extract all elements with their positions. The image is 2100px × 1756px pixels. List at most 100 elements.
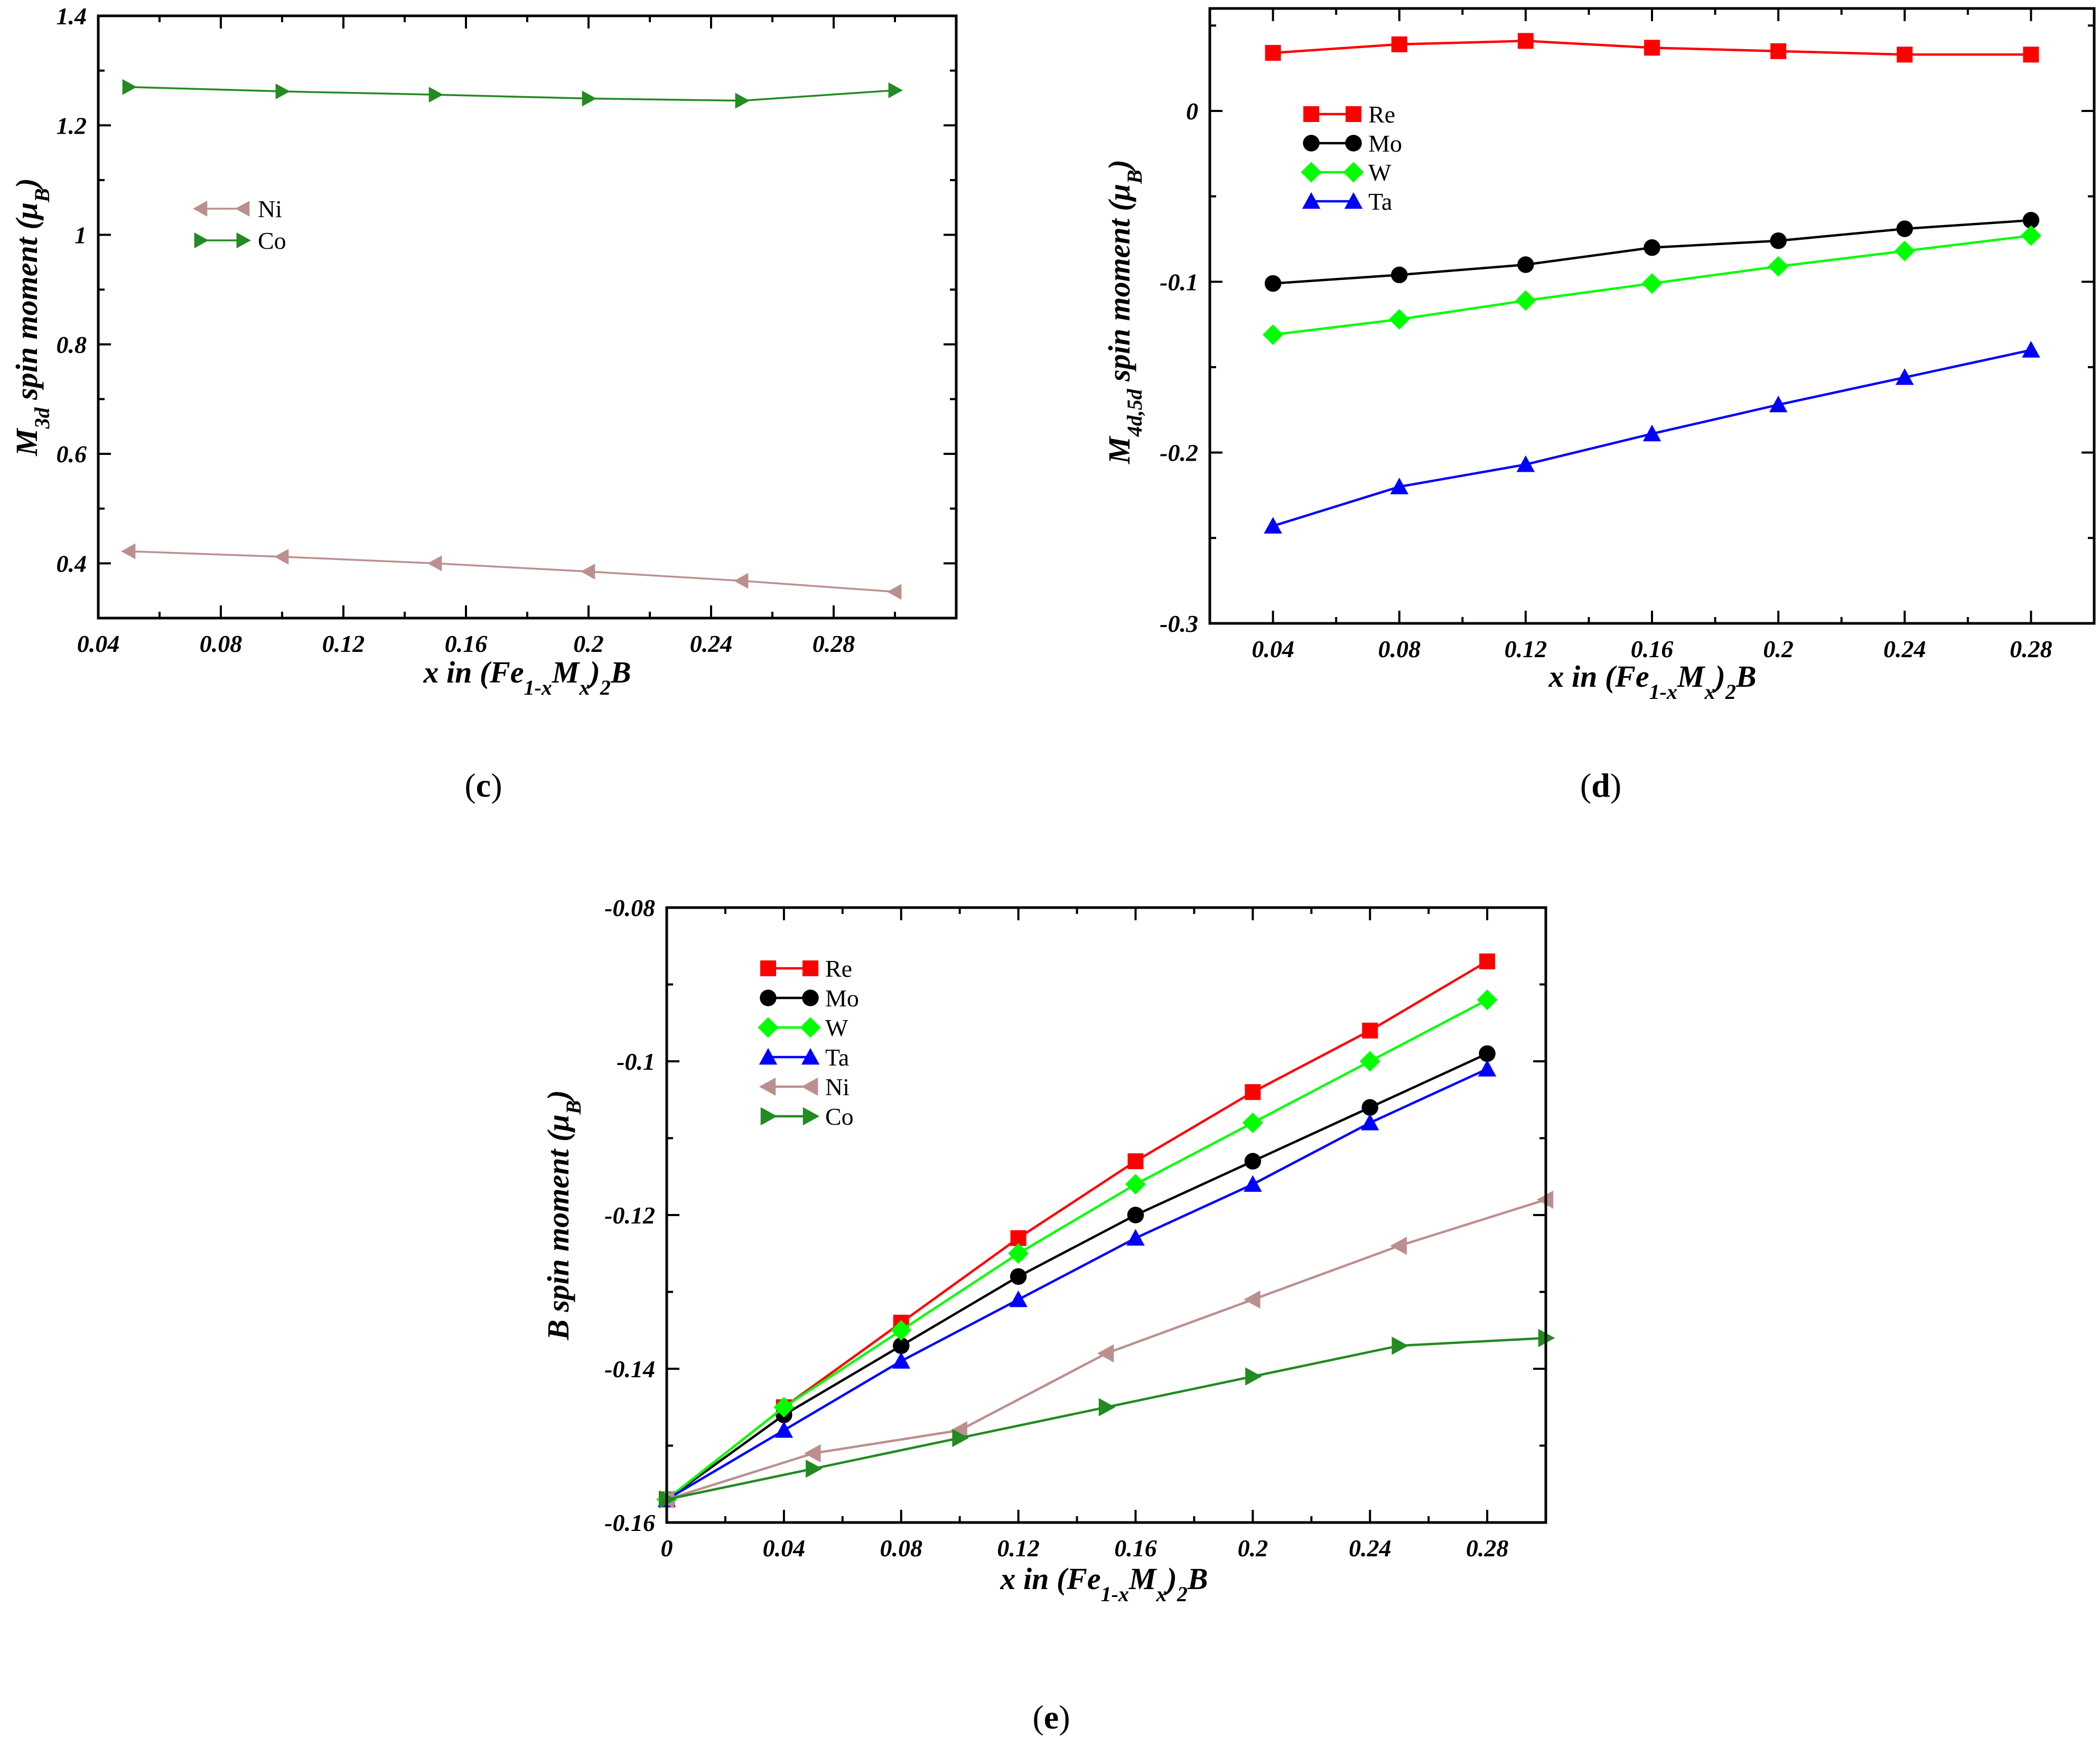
panel-c-legend: Ni Co [193,195,286,254]
panel-e-point-mo [1244,1153,1262,1170]
panel-d-x-tick-label: 0.24 [1883,636,1926,662]
panel-d-legend-marker-ta [1302,192,1321,209]
panel-e-point-ta [1244,1175,1262,1192]
panel-e-legend-marker-ni [759,1077,776,1096]
panel-c-point-co [275,83,290,99]
panel-c-point-ni [887,584,902,600]
panel-e-point-ta [1126,1229,1145,1246]
panel-e-point-ta [774,1421,794,1438]
panel-c-point-co [735,92,750,109]
panel-d-point-ta [2022,341,2040,358]
panel-d-legend-label-ta: Ta [1368,188,1392,215]
panel-d-y-axis-label: M4d,5d spin moment (μB) [1102,160,1146,464]
panel-c-series-line-co [128,86,895,102]
panel-e-y-tick-label: -0.12 [604,1202,655,1229]
panel-e-point-ta [892,1352,910,1369]
panel-c-point-co [582,90,596,107]
panel-e-point-re [1479,953,1496,969]
panel-d-point-ta [1390,478,1408,494]
panel-e-series-line-w [666,998,1488,1501]
panel-e-point-ta [1478,1060,1497,1077]
panel-e-data [656,953,1555,1510]
panel-d-point-w [1768,256,1789,277]
panel-c-y-tick-label: 0.4 [57,550,87,577]
panel-e-point-w [1359,1051,1380,1072]
panel-e-y-tick-label: -0.16 [604,1509,655,1536]
panel-d-point-re [2023,46,2039,63]
panel-d-point-w [1263,324,1284,345]
panel-e-point-re [1127,1153,1144,1170]
panel-e-point-ta [1360,1114,1379,1131]
panel-c-y-tick-label: 1.2 [57,112,87,139]
panel-e-label: (e) [1032,1698,1070,1736]
panel-d-x-tick-label: 0.28 [2010,636,2052,662]
panel-d-point-w [1515,290,1536,311]
panel-e-legend-label-mo: Mo [825,985,859,1012]
panel-e-x-tick-label: 0.04 [763,1535,806,1562]
panel-e-y-tick-label: -0.08 [604,894,655,921]
panel-c-x-tick-label: 0.28 [813,630,855,657]
panel-e-legend-marker-mo [760,989,777,1006]
panel-d-legend-marker-re [1346,106,1361,122]
panel-c-x-axis-label: x in (Fe1-xMx)2B [423,655,631,699]
panel-d-legend-label-re: Re [1368,101,1395,128]
panel-d-point-re [1517,33,1534,49]
panel-e-point-co [806,1459,823,1478]
panel-d-ticks: 0.04 0.08 0.12 0.16 0.2 0.24 0.28 0 -0.1 -0.2 -0.3 [1160,8,2095,662]
panel-d-legend-marker-re [1303,106,1319,122]
panel-d-data [1263,33,2041,534]
panel-d-point-w [1894,240,1915,261]
panel-d-point-ta [1896,368,1914,385]
panel-d-point-ta [1516,455,1535,472]
panel-d-legend-label-mo: Mo [1368,130,1402,157]
panel-c-y-tick-label: 1.4 [57,3,87,30]
panel-e-x-tick-label: 0.24 [1349,1535,1392,1562]
panel-e-legend-label-re: Re [825,955,852,982]
panel-e-legend-marker-w [800,1017,821,1038]
panel-e-point-w [773,1397,795,1418]
panel-d-legend-label-w: W [1368,159,1392,186]
panel-e-point-co [952,1428,969,1447]
panel-e-point-mo [1479,1045,1496,1062]
panel-d-y-tick-label: -0.1 [1160,268,1198,295]
panel-d-point-re [1897,46,1913,63]
panel-c-y-tick-label: 0.8 [57,331,87,358]
panel-c-x-tick-label: 0.04 [77,630,120,657]
panel-c-plot-frame [97,14,958,620]
panel-e-point-w [891,1320,912,1341]
panel-c-legend-label-co: Co [258,227,286,254]
panel-e-x-tick-label: 0.28 [1466,1535,1509,1562]
panel-e-point-mo [1127,1207,1144,1223]
panel-c-point-ni [734,573,749,589]
panel-e-point-w [1477,989,1498,1011]
chart-panel-c: 0.04 0.08 0.12 0.16 0.2 0.24 0.28 0.4 0.6 0.8 1 1.2… [10,3,958,804]
panel-c-x-tick-label: 0.08 [200,630,242,657]
panel-c-point-ni [121,543,136,559]
panel-d-point-ta [1642,424,1662,442]
panel-d-point-re [1265,45,1281,61]
panel-d-legend-marker-w [1301,162,1322,183]
panel-d-point-re [1644,40,1660,56]
panel-e-legend-marker-co [802,1107,820,1126]
panel-e-legend-marker-ta [801,1048,820,1065]
panel-d-y-tick-label: 0 [1186,98,1198,125]
panel-d-point-mo [1264,275,1282,292]
panel-c-legend-marker-ni [193,201,208,217]
panel-e-legend-label-ta: Ta [825,1044,849,1071]
panel-e-point-re [1245,1084,1261,1100]
panel-c-point-co [428,87,443,103]
panel-e-point-ta [1009,1290,1028,1307]
panel-e-legend-label-w: W [825,1014,848,1041]
panel-d-legend-marker-mo [1345,135,1362,152]
panel-e-legend-marker-mo [802,989,819,1006]
panel-c-y-tick-label: 1 [74,222,87,249]
panel-c-point-co [888,82,903,98]
panel-e-point-co [1392,1337,1408,1355]
panel-c-x-tick-label: 0.2 [573,630,604,657]
panel-e-point-mo [1361,1099,1378,1116]
panel-d-point-re [1770,43,1787,59]
panel-e-point-mo [1010,1268,1027,1285]
panel-e-x-tick-label: 0.08 [880,1535,922,1562]
panel-e-series-line-ta [666,1068,1488,1501]
